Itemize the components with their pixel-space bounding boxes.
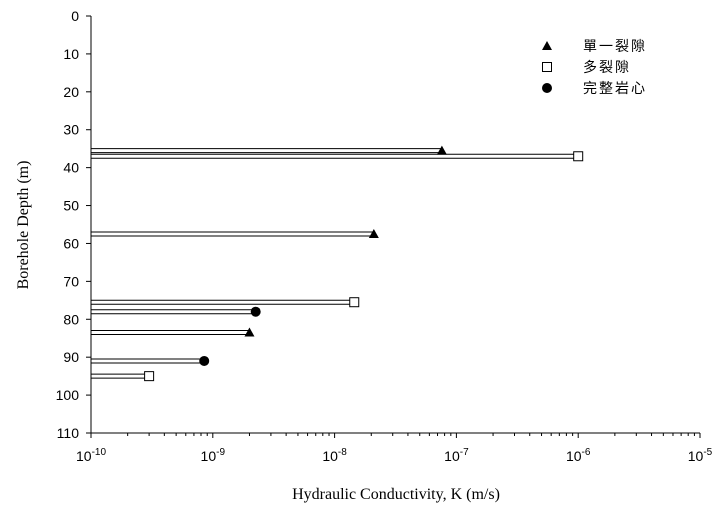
data-point: [244, 327, 255, 337]
legend-marker: [542, 83, 552, 93]
y-tick-label: 40: [63, 160, 79, 176]
data-point: [250, 306, 261, 317]
legend-marker: [542, 41, 552, 50]
x-axis-label: Hydraulic Conductivity, K (m/s): [292, 486, 500, 503]
data-point: [368, 228, 379, 238]
data-markers: [144, 145, 584, 382]
data-point: [573, 151, 584, 162]
y-tick-label: 90: [63, 349, 79, 365]
data-point: [436, 145, 447, 155]
data-bar: [91, 231, 374, 237]
legend-label: 多裂隙: [583, 59, 631, 76]
y-tick-label: 60: [63, 235, 79, 251]
data-bar: [91, 358, 205, 364]
data-point: [349, 297, 360, 308]
data-bar: [91, 309, 256, 315]
data-bar: [91, 373, 150, 379]
y-axis-ticks: 0 10 20 30 40 50 60 70 80 90 100 110: [56, 8, 91, 441]
y-tick-label: 30: [63, 122, 79, 138]
data-bar: [91, 153, 579, 159]
y-tick-label: 50: [63, 198, 79, 214]
y-tick-label: 110: [57, 425, 80, 441]
y-tick-label: 70: [63, 273, 79, 289]
y-tick-label: 20: [63, 84, 79, 100]
x-tick-label: 10-9: [201, 447, 226, 464]
y-tick-label: 80: [63, 311, 79, 327]
x-tick-label: 10-10: [76, 447, 106, 464]
x-axis-ticks: 10-10 10-9 10-8 10-7 10-6 10-5: [76, 433, 713, 464]
plot-area: [90, 16, 700, 434]
data-bar: [91, 330, 250, 336]
legend-marker: [542, 62, 552, 72]
data-bar: [91, 148, 442, 154]
x-tick-label: 10-7: [444, 447, 469, 464]
y-tick-label: 100: [56, 387, 80, 403]
x-tick-label: 10-8: [322, 447, 347, 464]
y-tick-label: 10: [63, 46, 79, 62]
x-tick-label: 10-5: [688, 447, 713, 464]
y-axis-label: Borehole Depth (m): [15, 161, 32, 290]
data-lines: [91, 148, 579, 379]
data-point: [199, 355, 210, 366]
x-tick-label: 10-6: [566, 447, 591, 464]
legend-label: 單一裂隙: [583, 39, 647, 55]
y-tick-label: 0: [71, 8, 79, 24]
legend-label: 完整岩心: [583, 81, 647, 97]
data-point: [144, 371, 155, 382]
data-bar: [91, 299, 355, 305]
